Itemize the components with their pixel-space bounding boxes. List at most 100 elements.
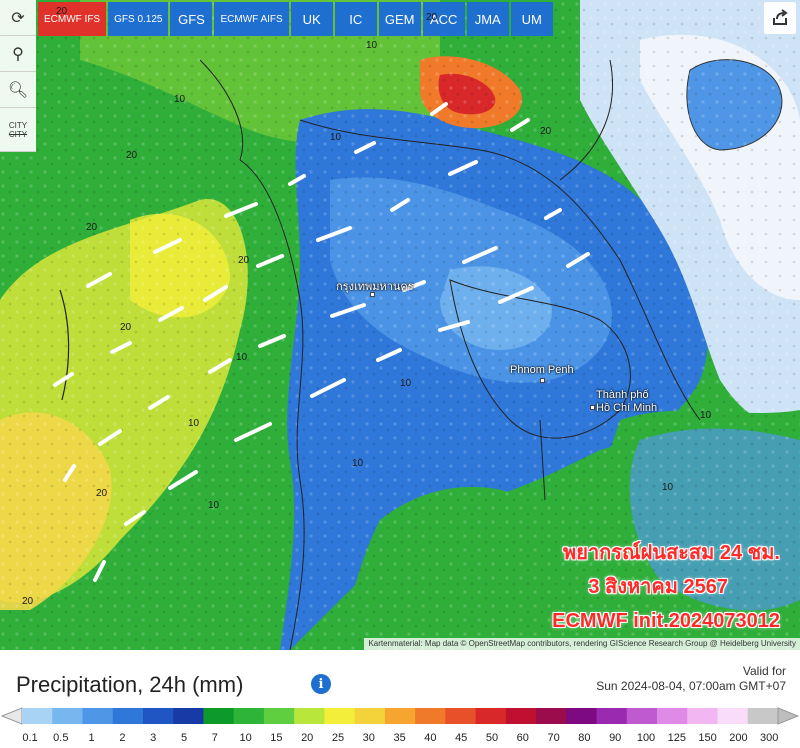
city-label-ho-chi-minh-line2: Hồ Chí Minh (596, 402, 658, 414)
info-icon[interactable]: i (311, 674, 331, 694)
valid-label: Valid for (742, 664, 786, 678)
city-label-bangkok: กรุงเทพมหานคร (336, 281, 414, 293)
contour-label: 10 (330, 132, 342, 143)
scale-tick-label: 3 (150, 732, 157, 744)
scale-tick-label: 125 (667, 732, 686, 744)
scale-swatch (142, 708, 174, 724)
contour-label: 20 (126, 150, 138, 161)
scale-tick-label: 80 (578, 732, 591, 744)
scale-swatch (626, 708, 658, 724)
contour-label: 20 (56, 6, 68, 17)
scale-left-arrow (0, 707, 23, 725)
scale-swatch (52, 708, 83, 724)
scale-swatch (263, 708, 295, 724)
scale-tick-label: 15 (270, 732, 283, 744)
scale-tick-label: 300 (760, 732, 779, 744)
model-button-gfs[interactable]: GFS (170, 2, 213, 36)
contour-label: 10 (188, 418, 200, 429)
location-pin-icon[interactable]: ⚲ (0, 36, 36, 72)
model-button-acc[interactable]: ACC (422, 2, 465, 36)
city-toggle-button[interactable]: CITY CITY (0, 108, 36, 152)
scale-tick-label: 100 (636, 732, 656, 744)
contour-label: 20 (22, 596, 34, 607)
precipitation-color-scale (0, 707, 800, 725)
scale-labels: 0.1 0.5 1 2 3 5 7 10 15 20 25 30 35 40 45 50 60 70 80 90 100… (0, 732, 800, 746)
map-canvas (0, 0, 800, 650)
scale-tick-label: 25 (331, 732, 345, 744)
valid-time: Valid for Sun 2024-08-04, 07:00am GMT+07 (596, 664, 786, 694)
refresh-icon[interactable]: ⟳ (0, 0, 36, 36)
contour-label: 10 (174, 94, 186, 105)
scale-tick-label: 0.5 (53, 732, 69, 744)
ho-chi-minh-marker[interactable] (590, 405, 595, 410)
model-button-gfs-0125[interactable]: GFS 0.125 (108, 2, 169, 36)
zoom-icon[interactable]: 🔍︎ (0, 72, 36, 108)
scale-swatch (384, 708, 416, 724)
contour-label: 10 (400, 378, 412, 389)
scale-tick-label: 20 (301, 732, 314, 744)
contour-label: 20 (120, 322, 132, 333)
scale-swatch (354, 708, 386, 724)
phnom-penh-marker[interactable] (540, 378, 545, 383)
precipitation-map[interactable]: ⟳ ⚲ 🔍︎ CITY CITY ECMWF IFS GFS 0.125 GFS EC… (0, 0, 800, 650)
bangkok-marker[interactable] (370, 292, 375, 297)
scale-tick-label: 200 (729, 732, 748, 744)
contour-label: 10 (236, 352, 248, 363)
contour-label: 10 (352, 458, 364, 469)
contour-label: 10 (662, 482, 674, 493)
scale-tick-label: 2 (119, 732, 126, 744)
scale-swatch (747, 708, 779, 724)
contour-label: 20 (96, 488, 108, 499)
contour-label: 20 (540, 126, 552, 137)
scale-swatch (475, 708, 507, 724)
contour-label: 10 (208, 500, 220, 511)
scale-swatch (173, 708, 204, 724)
share-button[interactable] (764, 2, 796, 34)
city-label-ho-chi-minh-line1: Thành phố (596, 389, 649, 401)
scale-swatch (536, 708, 567, 724)
scale-tick-label: 1 (88, 732, 95, 744)
city-toggle-label-struck: CITY (8, 129, 28, 139)
valid-datetime: Sun 2024-08-04, 07:00am GMT+07 (596, 679, 786, 693)
legend-footer: Precipitation, 24h (mm) i Valid for Sun … (0, 650, 800, 748)
scale-swatch (415, 708, 446, 724)
model-button-jma[interactable]: JMA (466, 2, 509, 36)
scale-tick-label: 90 (609, 732, 622, 744)
scale-tick-label: 70 (547, 732, 560, 744)
scale-swatch (717, 708, 749, 724)
city-label-phnom-penh: Phnom Penh (510, 364, 574, 376)
scale-tick-label: 40 (424, 732, 437, 744)
scale-swatch (687, 708, 719, 724)
scale-right-arrow (777, 707, 800, 725)
scale-tick-label: 45 (455, 732, 468, 744)
share-icon (773, 9, 788, 25)
city-toggle-label: CITY (8, 120, 28, 130)
contour-label: 10 (366, 40, 378, 51)
forecast-init-overlay: ECMWF init.2024073012 (552, 610, 780, 632)
model-button-ecmwf-aifs[interactable]: ECMWF AIFS (214, 2, 289, 36)
scale-swatch (112, 708, 144, 724)
scale-swatch (596, 708, 628, 724)
model-button-ic[interactable]: IC (334, 2, 377, 36)
scale-tick-label: 0.1 (22, 732, 38, 744)
scale-tick-label: 10 (239, 732, 252, 744)
scale-swatch (294, 708, 325, 724)
model-button-um[interactable]: UM (510, 2, 553, 36)
scale-tick-label: 60 (516, 732, 529, 744)
legend-title: Precipitation, 24h (mm) (16, 672, 244, 697)
scale-swatch (22, 708, 53, 724)
map-attribution: Kartenmaterial: Map data © OpenStreetMap… (364, 638, 800, 650)
scale-tick-label: 7 (211, 732, 218, 744)
model-button-uk[interactable]: UK (290, 2, 333, 36)
scale-swatch (505, 708, 537, 724)
model-button-ecmwf-ifs[interactable]: ECMWF IFS (38, 2, 107, 36)
model-button-gem[interactable]: GEM (378, 2, 421, 36)
scale-swatch (657, 708, 688, 724)
contour-label: 20 (86, 222, 98, 233)
forecast-date-overlay: 3 สิงหาคม 2567 (588, 576, 728, 598)
contour-label: 20 (426, 12, 438, 23)
scale-swatch (82, 708, 114, 724)
forecast-title-overlay: พยากรณ์ฝนสะสม 24 ชม. (563, 542, 780, 564)
scale-tick-label: 30 (362, 732, 375, 744)
scale-tick-label: 35 (393, 732, 406, 744)
